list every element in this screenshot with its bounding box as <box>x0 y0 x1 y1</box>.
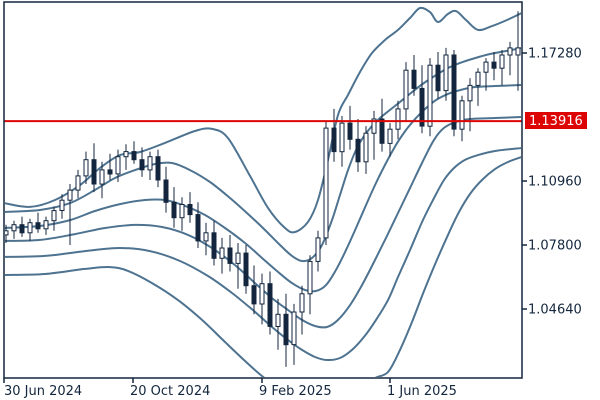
candle-body <box>259 283 265 305</box>
indicator-band-6 <box>5 156 521 377</box>
candle-body <box>291 311 297 346</box>
candle-body <box>299 293 305 313</box>
candle-body <box>315 237 321 262</box>
candle-body <box>507 47 513 56</box>
candle-body <box>491 61 497 69</box>
candle-body <box>91 159 97 185</box>
candle-body <box>403 69 409 110</box>
candle-body <box>323 127 329 239</box>
candle-body <box>179 204 185 219</box>
candle-body <box>11 224 17 232</box>
candle-body <box>483 61 489 73</box>
candle-body <box>219 247 225 259</box>
x-axis-label: 9 Feb 2025 <box>259 384 332 399</box>
candle-body <box>115 156 121 175</box>
candle-body <box>195 214 201 242</box>
candle-body <box>419 87 425 127</box>
candle-body <box>371 118 377 134</box>
y-axis-label: 1.17280 <box>528 47 582 62</box>
price-level-badge <box>525 112 587 129</box>
candlestick-series <box>5 11 521 367</box>
candle-body <box>5 230 9 236</box>
candle-body <box>443 54 449 92</box>
candle-body <box>283 313 289 346</box>
candle-body <box>67 189 73 201</box>
candle-body <box>499 54 505 69</box>
candle-body <box>187 204 193 216</box>
indicator-band-3 <box>5 84 521 293</box>
candle-body <box>475 71 481 86</box>
candle-body <box>155 156 161 181</box>
candle-body <box>379 118 385 144</box>
candle-body <box>59 199 65 211</box>
candle-body <box>427 64 433 127</box>
indicator-band-4 <box>5 116 521 329</box>
candle-body <box>347 122 353 140</box>
candle-body <box>35 222 41 230</box>
candle-body <box>387 128 393 144</box>
candle-body <box>363 132 369 163</box>
candle-body <box>147 156 153 171</box>
candle-body <box>451 54 457 130</box>
y-axis-label: 1.07800 <box>528 239 582 254</box>
candle-body <box>435 64 441 92</box>
candle-body <box>339 122 345 153</box>
candle-body <box>131 151 137 161</box>
candle-body <box>307 260 313 295</box>
candle-body <box>123 151 129 158</box>
candle-body <box>163 179 169 203</box>
candle-body <box>395 108 401 130</box>
candle-body <box>331 127 337 153</box>
candle-body <box>51 210 57 222</box>
indicator-band-5 <box>5 147 521 362</box>
candle-body <box>203 232 209 242</box>
candle-body <box>275 313 281 327</box>
candle-body <box>75 175 81 191</box>
x-axis-label: 30 Jun 2024 <box>4 384 82 399</box>
candle-body <box>515 47 521 56</box>
candle-body <box>411 69 417 89</box>
candle-body <box>243 252 249 287</box>
candle-body <box>467 84 473 102</box>
y-axis-label: 1.04640 <box>528 303 582 318</box>
candle-body <box>355 138 361 163</box>
candle-body <box>251 285 257 305</box>
price-level-badge-label: 1.13916 <box>529 114 583 129</box>
x-axis-label: 20 Oct 2024 <box>130 384 210 399</box>
plot-frame <box>3 1 523 379</box>
candle-body <box>139 159 145 171</box>
candle-body <box>267 283 273 327</box>
candle-body <box>99 169 105 185</box>
y-axis-label: 1.10960 <box>528 175 582 190</box>
candle-body <box>83 159 89 177</box>
candle-body <box>19 224 25 234</box>
candle-body <box>43 220 49 230</box>
candle-body <box>227 247 233 264</box>
candle-body <box>235 252 241 264</box>
candle-body <box>171 201 177 219</box>
candle-body <box>211 232 217 259</box>
candle-body <box>459 100 465 130</box>
x-axis-label: 1 Jun 2025 <box>387 384 457 399</box>
candle-body <box>27 222 33 234</box>
candle-body <box>107 169 113 175</box>
